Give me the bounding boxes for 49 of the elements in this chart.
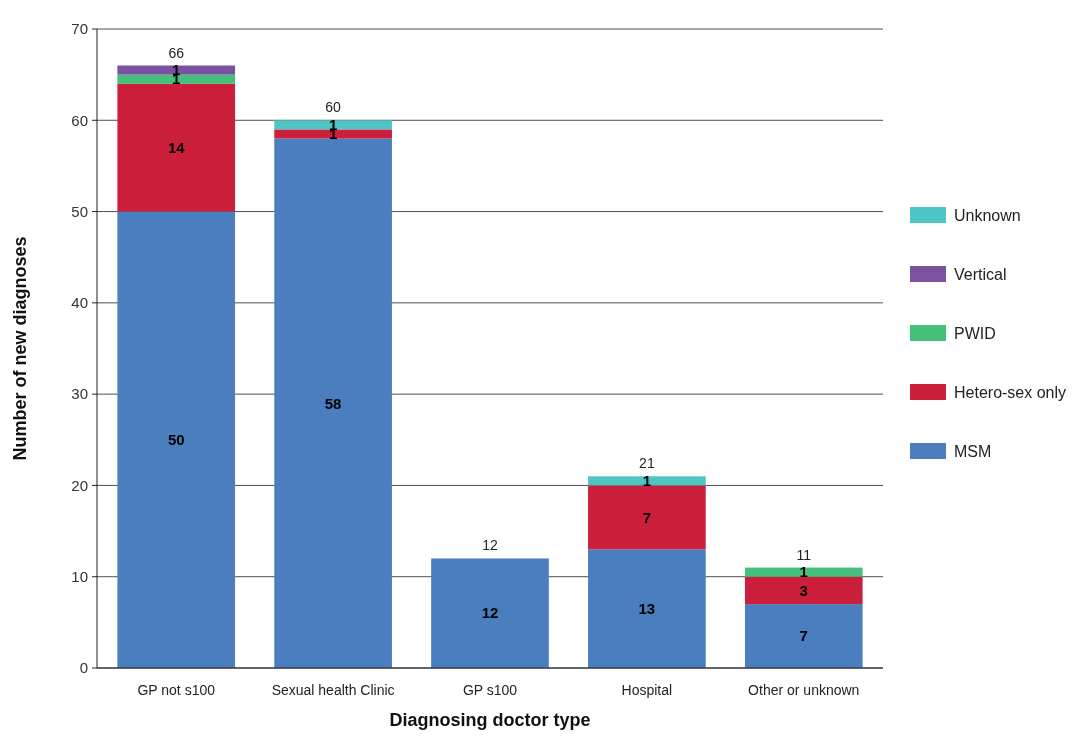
total-label: 12 bbox=[482, 537, 498, 554]
y-tick-label: 0 bbox=[79, 659, 88, 677]
legend-label: MSM bbox=[954, 442, 992, 460]
bar bbox=[744, 567, 863, 577]
y-tick-label: 20 bbox=[71, 476, 88, 494]
bar bbox=[588, 476, 706, 486]
data-label: 7 bbox=[799, 627, 808, 645]
bar bbox=[274, 138, 392, 668]
total-label: 11 bbox=[796, 546, 812, 563]
y-tick-label: 40 bbox=[71, 294, 88, 312]
total-label: 60 bbox=[325, 99, 342, 116]
data-label: 14 bbox=[167, 138, 186, 156]
legend-label: Vertical bbox=[954, 265, 1007, 283]
bar bbox=[588, 549, 706, 668]
bar bbox=[117, 83, 236, 212]
bar bbox=[431, 558, 549, 668]
x-tick-label: GP s100 bbox=[462, 682, 518, 698]
x-tick-label: GP not s100 bbox=[137, 682, 216, 698]
bar bbox=[117, 74, 236, 84]
data-label: 13 bbox=[638, 599, 656, 617]
x-tick-label: Other or unknown bbox=[748, 682, 860, 698]
y-axis-title: Number of new diagnoses bbox=[10, 236, 30, 461]
legend-label: Unknown bbox=[954, 206, 1021, 224]
bar bbox=[274, 129, 392, 139]
data-label: 12 bbox=[481, 604, 499, 622]
bar bbox=[117, 65, 236, 75]
data-label: 3 bbox=[799, 581, 808, 599]
y-tick-label: 60 bbox=[71, 111, 88, 129]
data-label: 1 bbox=[642, 472, 652, 490]
legend-label: Hetero-sex only bbox=[954, 383, 1067, 401]
x-axis-title: Diagnosing doctor type bbox=[389, 710, 591, 730]
y-tick-label: 70 bbox=[71, 20, 88, 38]
bar bbox=[274, 120, 392, 130]
total-label: 66 bbox=[168, 44, 185, 61]
data-label: 7 bbox=[642, 508, 652, 526]
bar bbox=[117, 211, 236, 668]
total-label: 21 bbox=[639, 455, 655, 472]
bar bbox=[744, 576, 863, 605]
y-tick-label: 50 bbox=[71, 202, 88, 220]
y-tick-label: 30 bbox=[71, 385, 88, 403]
data-label: 50 bbox=[167, 431, 185, 449]
data-label: 58 bbox=[324, 394, 342, 412]
bar bbox=[744, 604, 863, 668]
bar bbox=[588, 485, 706, 550]
x-tick-label: Hospital bbox=[621, 682, 673, 698]
legend-label: PWID bbox=[954, 324, 996, 342]
x-tick-label: Sexual health Clinic bbox=[271, 682, 395, 698]
y-tick-label: 10 bbox=[71, 567, 88, 585]
data-label: 1 bbox=[799, 563, 808, 581]
